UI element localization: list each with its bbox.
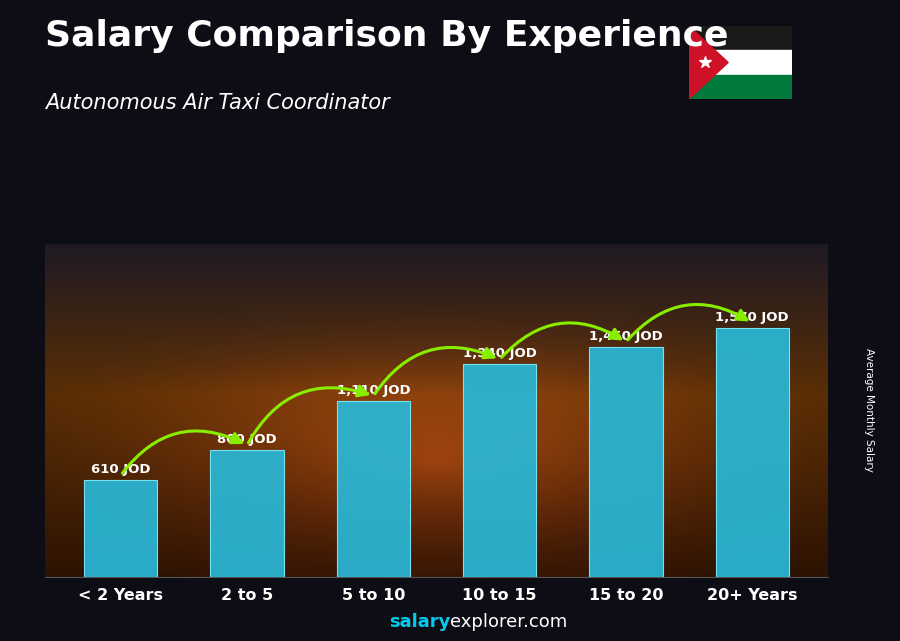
Text: Average Monthly Salary: Average Monthly Salary (863, 348, 874, 472)
Bar (688, 50, 792, 75)
Bar (337, 401, 410, 577)
Text: 800 JOD: 800 JOD (217, 433, 277, 446)
Text: explorer.com: explorer.com (450, 613, 567, 631)
Bar (590, 347, 662, 577)
Bar (688, 75, 792, 99)
Text: Autonomous Air Taxi Coordinator: Autonomous Air Taxi Coordinator (45, 93, 390, 113)
Bar (85, 480, 158, 577)
Bar (688, 26, 792, 50)
Text: Salary Comparison By Experience: Salary Comparison By Experience (45, 19, 728, 53)
Bar (211, 450, 284, 577)
Text: salary: salary (389, 613, 450, 631)
Text: 1,110 JOD: 1,110 JOD (337, 384, 410, 397)
Text: 1,570 JOD: 1,570 JOD (716, 311, 789, 324)
Text: 1,450 JOD: 1,450 JOD (590, 329, 662, 343)
Text: 610 JOD: 610 JOD (91, 463, 150, 476)
Polygon shape (688, 26, 728, 99)
Bar (716, 328, 788, 577)
Text: 1,340 JOD: 1,340 JOD (463, 347, 536, 360)
Bar (463, 364, 536, 577)
